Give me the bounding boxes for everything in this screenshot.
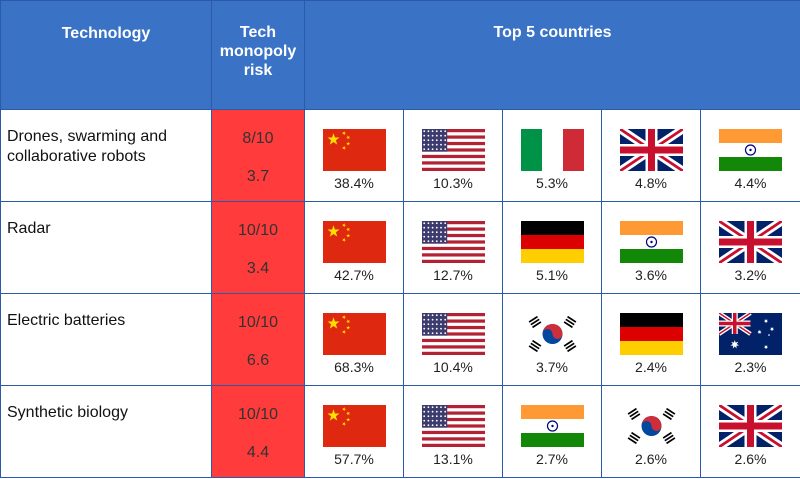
risk-score: 10/10 — [237, 314, 279, 331]
country-cell: 42.7% — [304, 201, 404, 294]
country-share: 2.6% — [734, 451, 767, 467]
country-share: 3.6% — [635, 267, 667, 283]
usa-flag-icon — [421, 221, 485, 263]
table-row: Drones, swarming and collaborative robot… — [0, 109, 800, 202]
country-cell: 3.6% — [601, 201, 701, 294]
risk-score: 10/10 — [237, 406, 279, 423]
country-cell: 2.7% — [502, 385, 602, 478]
country-cell: 2.6% — [601, 385, 701, 478]
risk-cell: 10/10 6.6 — [211, 293, 305, 386]
china-flag-icon — [322, 221, 386, 263]
risk-value: 6.6 — [246, 352, 270, 369]
risk-cell: 10/10 3.4 — [211, 201, 305, 294]
uk-flag-icon — [719, 221, 783, 263]
germany-flag-icon — [619, 313, 683, 355]
china-flag-icon — [322, 313, 386, 355]
country-cell: 3.7% — [502, 293, 602, 386]
risk-cell: 8/10 3.7 — [211, 109, 305, 202]
country-share: 2.7% — [536, 451, 568, 467]
country-share: 13.1% — [433, 451, 473, 467]
country-share: 3.7% — [536, 359, 568, 375]
germany-flag-icon — [520, 221, 584, 263]
country-share: 42.7% — [334, 267, 374, 283]
country-share: 5.1% — [536, 267, 568, 283]
technology-name: Synthetic biology — [0, 385, 212, 478]
usa-flag-icon — [421, 313, 485, 355]
country-cell: 5.1% — [502, 201, 602, 294]
monopoly-risk-header-line: risk — [243, 62, 273, 79]
south-korea-flag-icon — [619, 405, 683, 447]
country-cell: 4.4% — [699, 109, 800, 202]
risk-score: 8/10 — [242, 130, 274, 147]
monopoly-risk-header-line: Tech — [239, 24, 277, 41]
china-flag-icon — [322, 405, 386, 447]
usa-flag-icon — [421, 129, 485, 171]
table-row: Synthetic biology 10/10 4.4 57.7% 13.1% 2.7% 2… — [0, 385, 800, 478]
south-korea-flag-icon — [520, 313, 584, 355]
china-flag-icon — [322, 129, 386, 171]
risk-cell: 10/10 4.4 — [211, 385, 305, 478]
country-cell: 2.3% — [699, 293, 800, 386]
country-cell: 2.4% — [601, 293, 701, 386]
risk-score: 10/10 — [237, 222, 279, 239]
country-cell: 57.7% — [304, 385, 404, 478]
country-cell: 38.4% — [304, 109, 404, 202]
country-cell: 5.3% — [502, 109, 602, 202]
monopoly-risk-header-line: monopoly — [219, 43, 297, 60]
country-share: 4.4% — [734, 175, 767, 191]
top-countries-header: Top 5 countries — [303, 0, 800, 110]
country-share: 2.3% — [734, 359, 767, 375]
technology-name: Electric batteries — [0, 293, 212, 386]
technology-name: Drones, swarming and collaborative robot… — [0, 109, 212, 202]
country-cell: 13.1% — [403, 385, 503, 478]
country-share: 2.4% — [635, 359, 667, 375]
country-share: 2.6% — [635, 451, 667, 467]
risk-value: 3.7 — [246, 168, 270, 185]
country-share: 5.3% — [536, 175, 568, 191]
india-flag-icon — [520, 405, 584, 447]
monopoly-risk-header: Tech monopoly risk — [211, 0, 305, 110]
country-share: 38.4% — [334, 175, 374, 191]
country-share: 10.4% — [433, 359, 473, 375]
technology-header: Technology — [0, 0, 212, 110]
india-flag-icon — [619, 221, 683, 263]
uk-flag-icon — [619, 129, 683, 171]
header-row: Technology Tech monopoly risk Top 5 coun… — [0, 0, 800, 110]
risk-value: 4.4 — [246, 444, 270, 461]
country-share: 57.7% — [334, 451, 374, 467]
country-share: 12.7% — [433, 267, 473, 283]
italy-flag-icon — [520, 129, 584, 171]
uk-flag-icon — [719, 405, 783, 447]
country-share: 10.3% — [433, 175, 473, 191]
risk-value: 3.4 — [246, 260, 270, 277]
country-cell: 10.4% — [403, 293, 503, 386]
table-row: Electric batteries 10/10 6.6 68.3% 10.4% 3.7%… — [0, 293, 800, 386]
country-share: 68.3% — [334, 359, 374, 375]
country-cell: 12.7% — [403, 201, 503, 294]
country-cell: 3.2% — [699, 201, 800, 294]
country-share: 3.2% — [734, 267, 767, 283]
country-cell: 10.3% — [403, 109, 503, 202]
country-cell: 68.3% — [304, 293, 404, 386]
country-cell: 2.6% — [699, 385, 800, 478]
table-row: Radar 10/10 3.4 42.7% 12.7% 5.1% 3.6% 3.2% — [0, 201, 800, 294]
india-flag-icon — [719, 129, 783, 171]
australia-flag-icon — [719, 313, 783, 355]
country-cell: 4.8% — [601, 109, 701, 202]
usa-flag-icon — [421, 405, 485, 447]
technology-name: Radar — [0, 201, 212, 294]
country-share: 4.8% — [635, 175, 667, 191]
